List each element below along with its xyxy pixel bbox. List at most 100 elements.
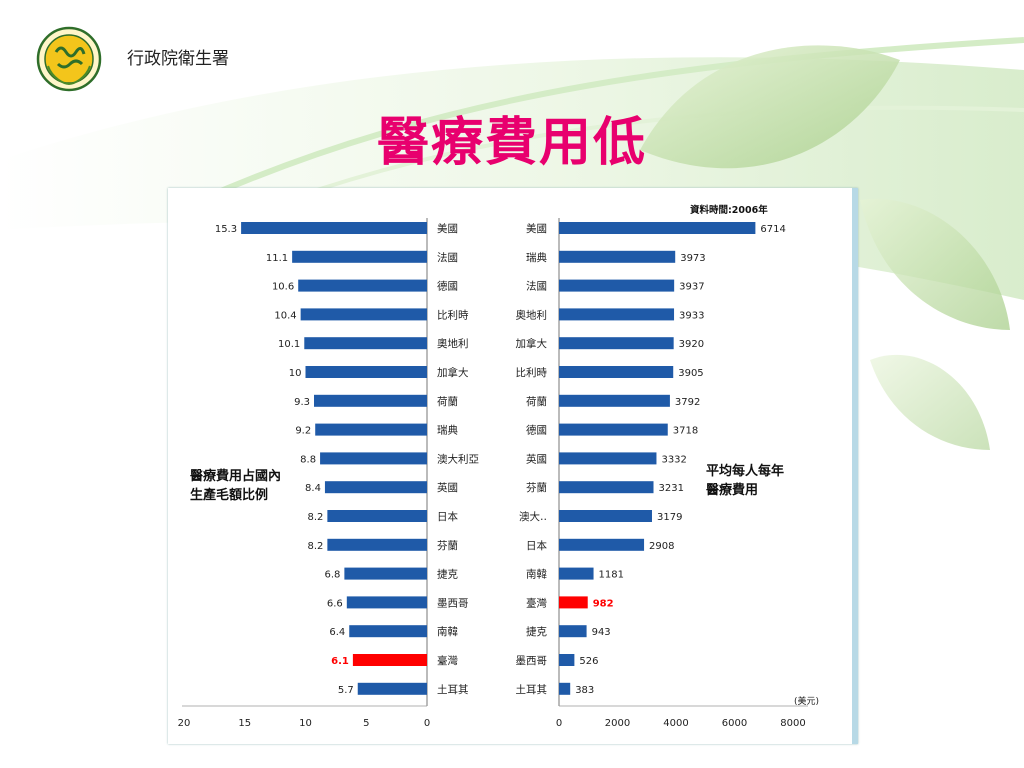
right-bar-value-label: 3792 <box>675 397 700 408</box>
right-bar-3 <box>559 279 675 292</box>
right-bar-12 <box>559 538 645 551</box>
left-bar-5 <box>304 337 427 350</box>
left-x-tick-label: 5 <box>363 718 369 729</box>
left-bar-12 <box>327 538 427 551</box>
left-bar-16 <box>352 654 427 666</box>
left-bar-8 <box>315 423 427 436</box>
left-category-label: 德國 <box>437 280 458 293</box>
left-bar-4 <box>300 308 427 321</box>
chart-area: 15.3 美國 11.1 法國 10.6 德國 10.4 比利時 10.1 奧地利 10 加拿大 9.3… <box>178 204 819 729</box>
right-category-label: 德國 <box>526 424 547 437</box>
right-bar-value-label: 3920 <box>679 339 704 350</box>
right-bar-value-label: 383 <box>575 685 594 696</box>
left-bar-value-label: 6.1 <box>331 656 349 667</box>
left-category-label: 澳大利亞 <box>437 452 479 465</box>
left-category-label: 捷克 <box>437 568 458 581</box>
right-bar-value-label: 6714 <box>760 224 785 235</box>
organization-name: 行政院衛生署 <box>127 49 229 69</box>
left-bar-3 <box>298 279 427 292</box>
left-x-tick-label: 10 <box>299 718 312 729</box>
left-category-label: 奧地利 <box>437 337 469 350</box>
left-category-label: 英國 <box>437 481 458 494</box>
right-unit-label: (美元) <box>794 695 819 707</box>
right-category-label: 奧地利 <box>516 308 548 321</box>
right-bar-6 <box>559 366 674 378</box>
right-bar-14 <box>559 596 588 609</box>
left-bar-value-label: 15.3 <box>215 224 237 235</box>
right-x-tick-label: 6000 <box>722 718 747 729</box>
left-bar-value-label: 9.3 <box>294 397 310 408</box>
left-bar-17 <box>357 682 427 695</box>
left-category-label: 瑞典 <box>437 424 458 437</box>
right-bar-11 <box>559 510 652 522</box>
right-category-label: 日本 <box>526 539 547 552</box>
right-category-label: 墨西哥 <box>516 655 548 667</box>
left-bar-value-label: 10.6 <box>272 282 294 293</box>
chart-panel <box>168 188 858 744</box>
left-bar-7 <box>314 394 427 407</box>
right-bar-15 <box>559 625 587 638</box>
left-bar-value-label: 9.2 <box>295 426 311 437</box>
left-bar-value-label: 10.1 <box>278 339 300 350</box>
left-bar-value-label: 11.1 <box>266 253 288 264</box>
right-bar-17 <box>559 682 571 695</box>
right-x-tick-label: 4000 <box>663 718 688 729</box>
right-bar-value-label: 3718 <box>673 426 698 437</box>
right-category-label: 捷克 <box>526 625 547 638</box>
left-bar-value-label: 8.4 <box>305 483 321 494</box>
left-x-tick-label: 15 <box>238 718 251 729</box>
left-bar-value-label: 10 <box>289 368 302 379</box>
right-bar-1 <box>559 222 756 234</box>
right-bar-value-label: 3973 <box>680 253 705 264</box>
right-category-label: 土耳其 <box>516 683 548 696</box>
right-bar-value-label: 982 <box>593 598 614 609</box>
right-category-label: 瑞典 <box>526 251 547 264</box>
left-bar-14 <box>346 596 427 609</box>
left-category-label: 加拿大 <box>437 366 469 379</box>
right-category-label: 芬蘭 <box>526 481 547 494</box>
right-category-label: 法國 <box>526 280 547 293</box>
right-bar-13 <box>559 567 594 580</box>
right-category-label: 加拿大 <box>516 337 548 350</box>
right-x-tick-label: 8000 <box>780 718 805 729</box>
right-bar-2 <box>559 250 676 263</box>
right-category-label: 比利時 <box>516 366 548 379</box>
left-chart-title: 生產毛額比例 <box>190 487 268 503</box>
left-bar-1 <box>241 222 427 234</box>
left-category-label: 土耳其 <box>437 683 469 696</box>
left-category-label: 美國 <box>437 222 458 235</box>
left-category-label: 法國 <box>437 251 458 264</box>
right-chart-title: 平均每人每年 <box>706 463 784 479</box>
left-bar-value-label: 10.4 <box>274 310 296 321</box>
left-category-label: 日本 <box>437 510 458 523</box>
right-bar-value-label: 3231 <box>659 483 684 494</box>
right-bar-value-label: 3937 <box>679 282 704 293</box>
left-category-label: 南韓 <box>437 625 458 638</box>
right-x-tick-label: 2000 <box>605 718 630 729</box>
left-bar-15 <box>349 625 427 638</box>
right-bar-8 <box>559 423 668 436</box>
left-bar-value-label: 6.8 <box>324 570 340 581</box>
right-bar-value-label: 1181 <box>599 570 624 581</box>
right-bar-value-label: 3179 <box>657 512 682 523</box>
left-bar-value-label: 6.6 <box>327 598 343 609</box>
ministry-logo <box>36 26 102 92</box>
left-bar-11 <box>327 510 427 522</box>
page-title: 醫療費用低 <box>376 112 647 173</box>
right-category-label: 南韓 <box>526 568 547 581</box>
left-chart-title: 醫療費用占國內 <box>190 468 281 484</box>
left-x-tick-label: 0 <box>424 718 430 729</box>
left-bar-value-label: 6.4 <box>329 627 345 638</box>
left-category-label: 墨西哥 <box>437 597 469 609</box>
left-bar-value-label: 8.2 <box>307 512 323 523</box>
left-bar-2 <box>292 250 427 263</box>
data-date-note: 資料時間:2006年 <box>690 204 768 216</box>
right-category-label: 臺灣 <box>526 596 547 609</box>
right-chart-title: 醫療費用 <box>706 482 758 498</box>
left-category-label: 荷蘭 <box>437 395 458 408</box>
right-category-label: 荷蘭 <box>526 395 547 408</box>
right-bar-value-label: 943 <box>592 627 611 638</box>
right-category-label: 澳大‥ <box>519 510 547 523</box>
left-bar-13 <box>344 567 427 580</box>
left-category-label: 芬蘭 <box>437 539 458 552</box>
